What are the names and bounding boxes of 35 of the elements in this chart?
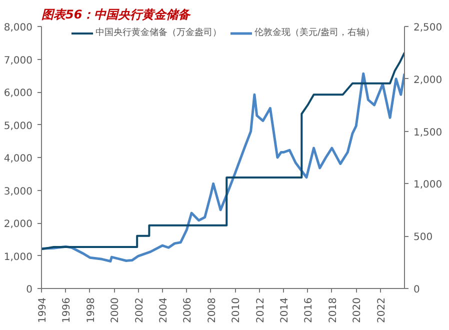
y-tick-label: 4,000	[4, 154, 33, 164]
x-tick-label: 2016	[304, 297, 315, 323]
line-series	[42, 52, 404, 250]
x-tick-label: 2014	[280, 297, 290, 323]
y-tick-label: 7,000	[4, 55, 33, 66]
y2-tick-label: 2,000	[414, 74, 442, 86]
x-tick-label: 2020	[352, 297, 364, 323]
line-series	[42, 72, 404, 262]
chart-title: 图表56：中国央行黄金储备	[42, 8, 192, 22]
y2-tick-label: 500	[414, 232, 433, 244]
x-tick-label: 2008	[206, 297, 218, 323]
y2-tick-label: 0	[414, 284, 420, 296]
x-tick-label: 1994	[38, 297, 48, 323]
x-tick-label: 2010	[231, 297, 242, 323]
legend-label: 伦敦金现（美元/盎司，右轴）	[254, 26, 375, 39]
y-tick-label: 3,000	[4, 186, 33, 198]
y2-tick-label: 2,500	[414, 22, 442, 34]
x-tick-label: 2022	[376, 297, 388, 323]
y-tick-label: 5,000	[4, 120, 33, 132]
x-tick-label: 2018	[328, 297, 339, 323]
legend-label: 中国央行黄金储备（万金盎司）	[95, 26, 222, 39]
x-tick-label: 1998	[86, 297, 97, 323]
y-tick-label: 0	[26, 284, 33, 296]
x-tick-label: 2012	[255, 297, 266, 323]
x-tick-label: 2002	[134, 297, 146, 323]
x-tick-label: 1996	[62, 297, 73, 323]
y-tick-label: 2,000	[4, 219, 33, 230]
y2-tick-label: 1,500	[414, 127, 442, 138]
x-tick-label: 2004	[158, 297, 170, 323]
x-tick-label: 2006	[182, 297, 194, 323]
x-tick-label: 2000	[110, 297, 122, 323]
y-tick-label: 6,000	[4, 88, 33, 99]
y-tick-label: 1,000	[4, 252, 33, 263]
y2-tick-label: 1,000	[414, 180, 442, 191]
y-tick-label: 8,000	[4, 22, 33, 34]
